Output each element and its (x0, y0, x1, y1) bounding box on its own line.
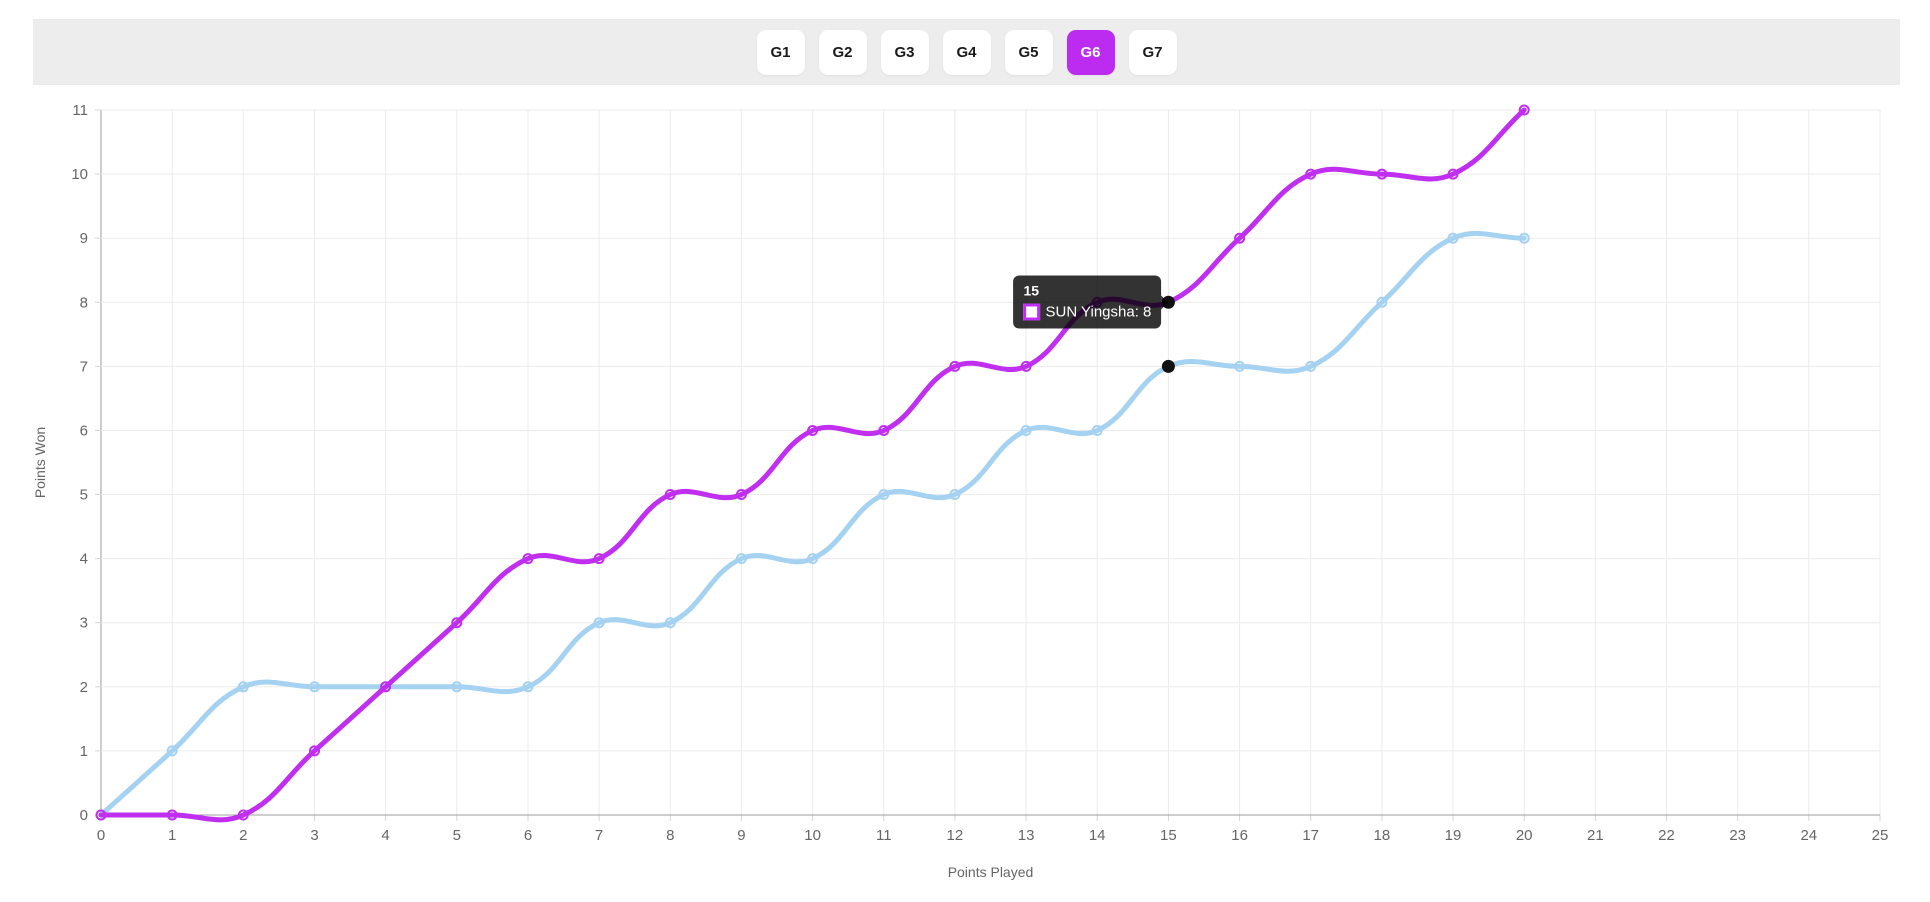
tooltip-row: SUN Yingsha: 8 (1023, 303, 1152, 321)
tab-g6[interactable]: G6 (1066, 29, 1115, 75)
data-point-marker (1234, 360, 1246, 372)
data-point-marker (1020, 425, 1032, 436)
data-point-marker (1376, 296, 1388, 308)
grid (95, 109, 1881, 821)
y-tick-label: 3 (80, 615, 88, 632)
data-point-marker (664, 489, 676, 500)
y-tick-label: 4 (80, 551, 88, 568)
x-tick-label: 23 (1729, 827, 1746, 844)
data-point-marker (522, 681, 534, 693)
data-point-marker (735, 489, 747, 500)
data-point-marker (1091, 425, 1103, 436)
data-point-marker (1518, 232, 1530, 244)
tab-g2[interactable]: G2 (818, 29, 867, 75)
x-tick-label: 6 (524, 827, 532, 844)
series-sun-yingsha (95, 104, 1530, 823)
x-tick-label: 18 (1374, 827, 1391, 844)
x-tick-label: 3 (310, 827, 318, 844)
data-point-marker (95, 809, 107, 821)
x-axis-labels: 0 1 2 3 4 5 6 7 8 9 10 11 12 13 14 15 16 17 18 19 20 21 22 23 24… (97, 827, 1889, 844)
series-line-series-2 (98, 230, 1527, 818)
data-point-marker (878, 489, 890, 500)
data-point-marker (1020, 360, 1032, 372)
y-tick-label: 11 (72, 102, 88, 119)
x-tick-label: 5 (453, 827, 461, 844)
chart-tooltip: 15 SUN Yingsha: 8 (1013, 275, 1169, 329)
y-tick-label: 10 (71, 166, 88, 183)
data-point-marker (807, 425, 819, 436)
data-point-marker (878, 425, 890, 436)
x-tick-label: 20 (1516, 827, 1533, 844)
data-point-marker (1305, 360, 1317, 372)
y-axis-title: Points Won (32, 427, 48, 498)
x-tick-label: 2 (239, 827, 247, 844)
x-tick-label: 19 (1445, 827, 1462, 844)
x-tick-label: 4 (381, 827, 389, 844)
x-tick-label: 0 (97, 827, 105, 844)
data-point-marker (1518, 104, 1530, 116)
data-point-marker (593, 553, 605, 565)
y-tick-label: 5 (80, 487, 88, 504)
tooltip-title: 15 (1023, 282, 1040, 299)
data-point-marker (522, 553, 534, 565)
y-tick-label: 7 (80, 358, 88, 375)
tab-g4[interactable]: G4 (942, 29, 991, 75)
tooltip-label: SUN Yingsha: 8 (1045, 303, 1152, 321)
data-point-marker (949, 360, 961, 372)
data-point-marker (166, 809, 178, 821)
data-point-marker (1234, 232, 1246, 244)
data-point-marker (451, 681, 463, 693)
y-tick-label: 8 (80, 294, 88, 311)
data-point-marker (309, 745, 320, 757)
x-tick-label: 12 (947, 827, 964, 844)
data-point-marker (735, 553, 747, 565)
tab-g3[interactable]: G3 (880, 29, 929, 75)
x-tick-label: 11 (876, 827, 892, 844)
x-tick-label: 15 (1160, 827, 1177, 844)
x-tick-label: 14 (1089, 827, 1106, 844)
y-tick-label: 9 (80, 230, 88, 247)
x-tick-label: 21 (1587, 827, 1604, 844)
x-tick-label: 7 (595, 827, 603, 844)
data-point-marker (309, 681, 320, 693)
x-axis-title: Points Played (948, 864, 1034, 880)
data-point-marker (1376, 168, 1388, 180)
tab-g5[interactable]: G5 (1004, 29, 1053, 75)
y-tick-label: 0 (80, 807, 88, 824)
tab-g1[interactable]: G1 (756, 29, 805, 75)
game-selector-bar: G1 G2 G3 G4 G5 G6 G7 (33, 19, 1900, 85)
data-point-marker (451, 617, 463, 629)
data-point-marker (593, 617, 605, 629)
data-point-marker (380, 681, 392, 693)
x-tick-label: 9 (737, 827, 745, 844)
x-tick-label: 8 (666, 827, 674, 844)
highlight-dot (1161, 359, 1175, 373)
x-tick-label: 13 (1018, 827, 1035, 844)
tooltip-caret (1161, 295, 1169, 310)
data-point-marker (237, 681, 249, 693)
data-point-marker (1447, 168, 1459, 180)
x-tick-label: 25 (1872, 827, 1889, 844)
x-tick-label: 10 (804, 827, 821, 844)
data-point-marker (1305, 168, 1317, 180)
x-tick-label: 16 (1231, 827, 1248, 844)
y-tick-label: 1 (80, 743, 88, 760)
data-point-marker (949, 489, 961, 500)
y-axis-labels: 0 1 2 3 4 5 6 7 8 9 10 11 (71, 102, 88, 824)
data-point-marker (1447, 232, 1459, 244)
data-point-marker (664, 617, 676, 629)
y-tick-label: 2 (80, 679, 88, 696)
x-tick-label: 24 (1800, 827, 1817, 844)
x-tick-label: 17 (1302, 827, 1319, 844)
series-line-sun-yingsha (98, 107, 1527, 823)
y-tick-label: 6 (80, 423, 88, 440)
data-point-marker (807, 553, 819, 565)
tab-g7[interactable]: G7 (1128, 29, 1177, 75)
data-point-marker (237, 809, 249, 821)
x-tick-label: 1 (168, 827, 176, 844)
data-point-marker (166, 745, 178, 757)
x-tick-label: 22 (1658, 827, 1675, 844)
tooltip-legend-swatch (1023, 303, 1041, 321)
